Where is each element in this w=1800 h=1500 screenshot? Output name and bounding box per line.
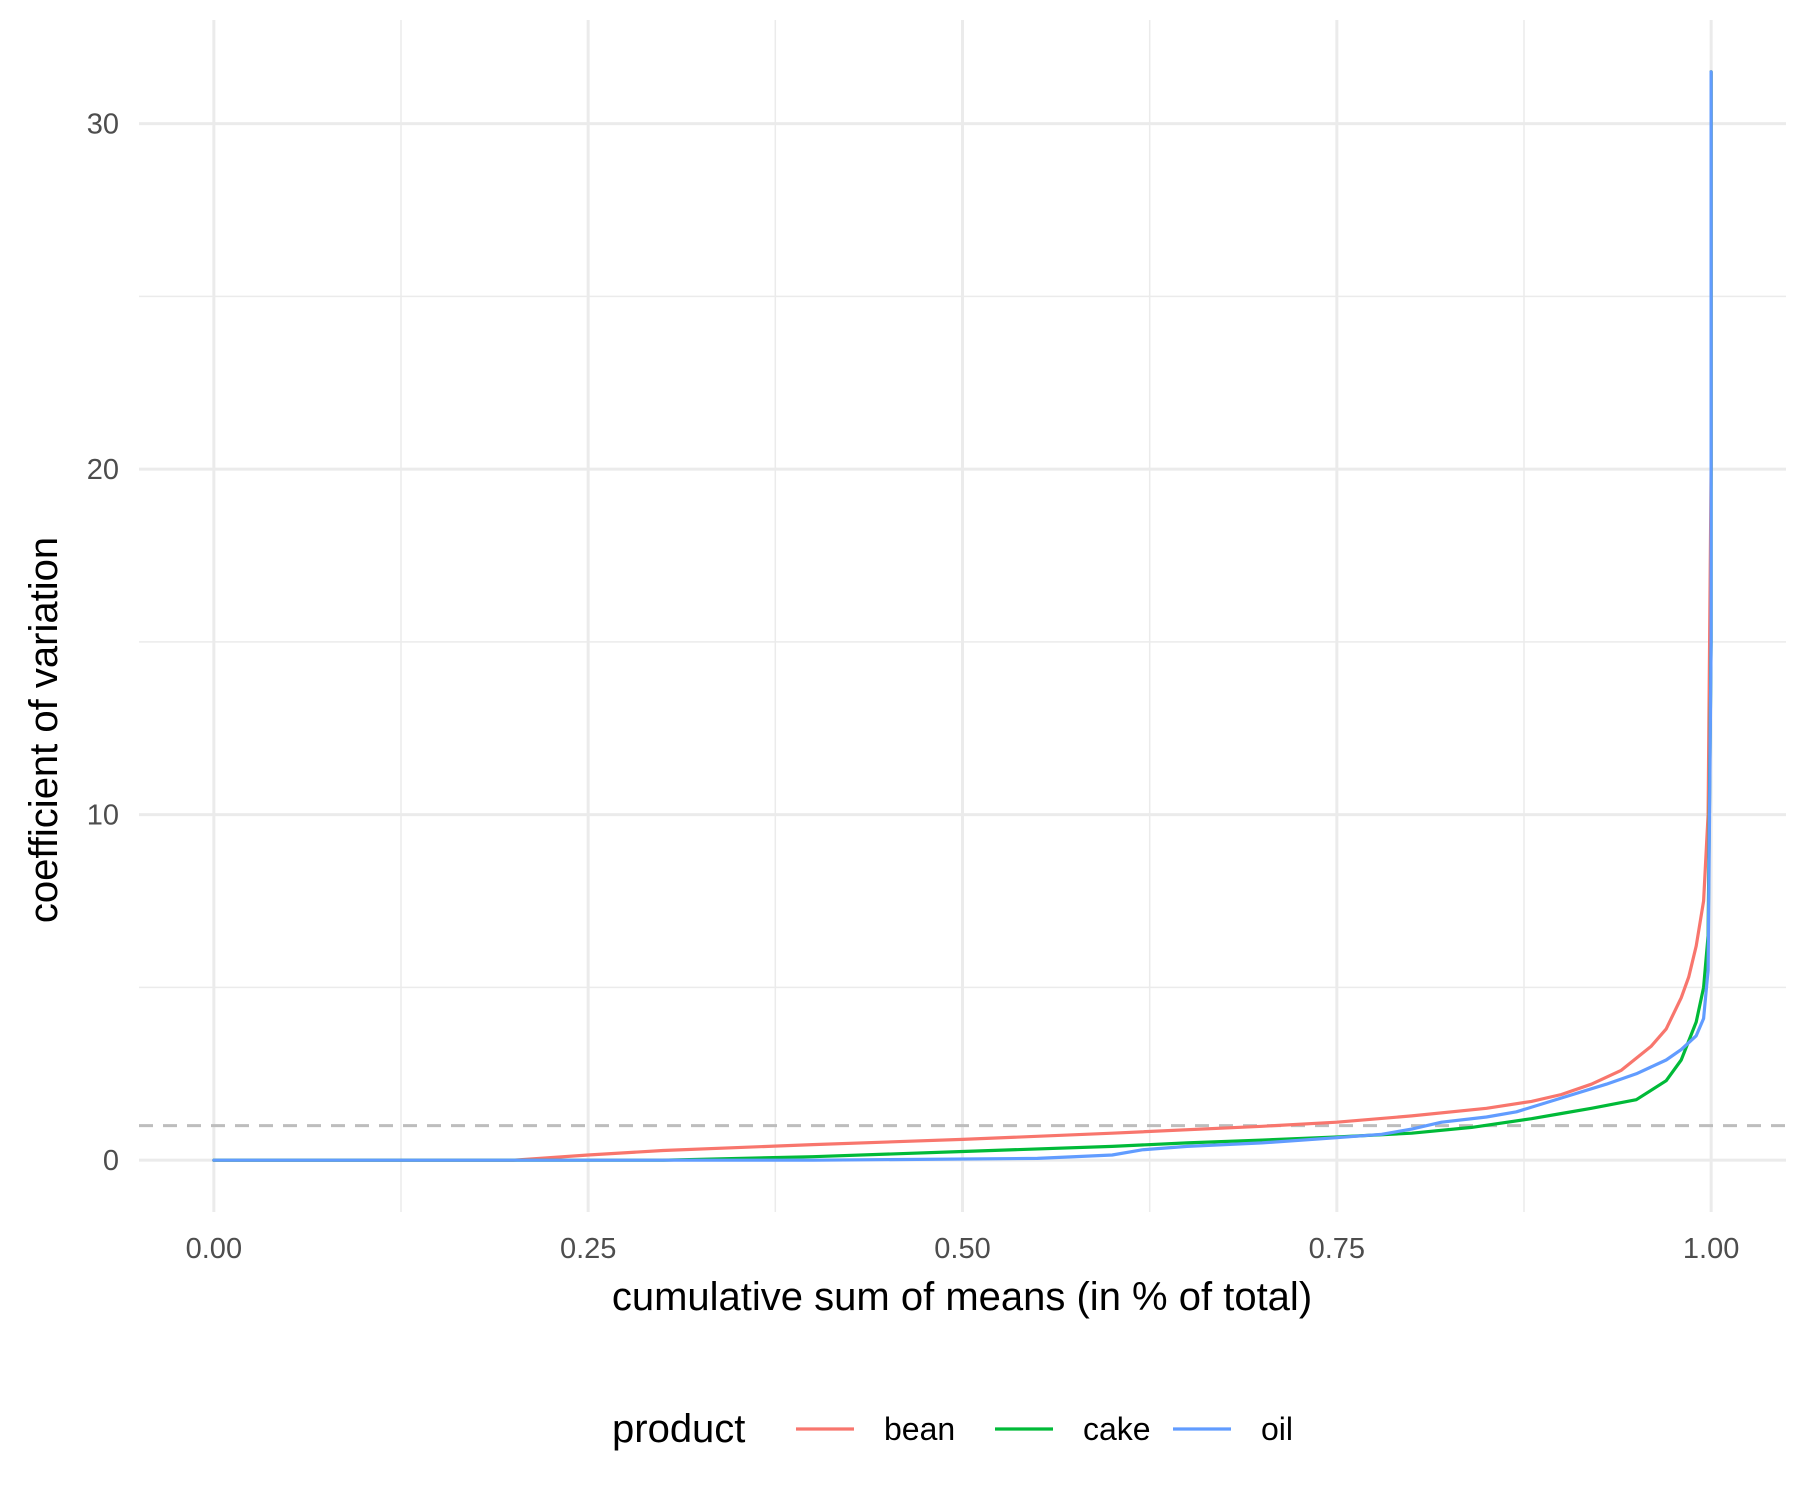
series-line-cake bbox=[212, 70, 1713, 1162]
series-layer bbox=[212, 70, 1713, 1162]
grid-major bbox=[139, 20, 1786, 1212]
x-tick-label: 0.75 bbox=[1309, 1233, 1365, 1265]
legend-label-cake: cake bbox=[1083, 1411, 1151, 1447]
legend-title: product bbox=[612, 1407, 745, 1451]
y-tick-label: 20 bbox=[87, 454, 119, 486]
y-axis-title: coefficient of variation bbox=[22, 537, 66, 923]
y-tick-labels: 0 10 20 30 bbox=[87, 109, 119, 1178]
legend: product bean cake oil bbox=[612, 1407, 1293, 1451]
x-tick-labels: 0.00 0.25 0.50 0.75 1.00 bbox=[186, 1233, 1740, 1265]
x-tick-label: 0.50 bbox=[934, 1233, 990, 1265]
legend-label-oil: oil bbox=[1261, 1411, 1293, 1447]
x-tick-label: 0.00 bbox=[186, 1233, 242, 1265]
y-tick-label: 0 bbox=[103, 1145, 119, 1177]
x-axis-title: cumulative sum of means (in % of total) bbox=[612, 1275, 1312, 1319]
x-tick-label: 1.00 bbox=[1683, 1233, 1739, 1265]
x-tick-label: 0.25 bbox=[560, 1233, 616, 1265]
series-line-bean bbox=[212, 70, 1713, 1162]
series-line-oil bbox=[212, 70, 1713, 1162]
y-tick-label: 30 bbox=[87, 109, 119, 141]
y-tick-label: 10 bbox=[87, 800, 119, 832]
legend-label-bean: bean bbox=[884, 1411, 955, 1447]
